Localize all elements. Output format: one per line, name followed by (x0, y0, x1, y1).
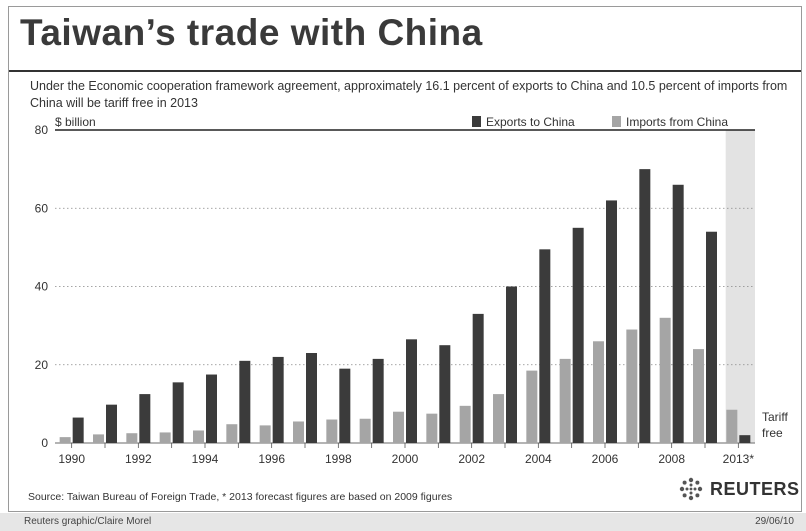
bar-imports (659, 317, 671, 443)
bar-exports (506, 286, 517, 443)
x-tick-label: 2002 (458, 452, 485, 466)
y-axis: 0 20 40 60 80 (35, 123, 49, 450)
bar-exports (572, 227, 584, 443)
y-tick-label: 20 (35, 358, 49, 372)
bar-imports (326, 419, 338, 443)
y-tick-label: 80 (35, 123, 49, 137)
bars (59, 169, 751, 443)
x-tick-label: 1996 (258, 452, 285, 466)
tariff-free-annotation: Tariff free (762, 410, 788, 440)
y-axis-label: $ billion (55, 115, 96, 129)
bar-exports (139, 394, 151, 443)
title-divider (9, 70, 801, 72)
legend: Exports to China Imports from China (472, 115, 728, 129)
bar-imports (226, 424, 238, 443)
bar-imports (193, 430, 204, 443)
legend-label: Imports from China (626, 115, 728, 129)
bar-exports (206, 374, 217, 443)
bar-exports (706, 231, 717, 443)
bar-imports (493, 394, 504, 443)
y-tick-label: 60 (35, 201, 49, 215)
footer-bar: Reuters graphic/Claire Morel 29/06/10 (0, 513, 806, 531)
bar-imports (159, 432, 171, 443)
bar-imports (426, 413, 438, 443)
x-tick-label: 1994 (192, 452, 219, 466)
brand-name: REUTERS (710, 478, 800, 499)
bar-exports (172, 382, 184, 443)
bar-exports (372, 358, 384, 443)
x-tick-label: 1990 (58, 452, 85, 466)
bar-exports (339, 368, 351, 443)
publish-date: 29/06/10 (755, 516, 794, 527)
bar-imports (559, 358, 571, 443)
x-tick-label: 2000 (392, 452, 419, 466)
bar-imports (693, 349, 704, 443)
bar-exports (672, 184, 684, 443)
x-axis: 1990 1992 1994 1996 1998 2000 2002 2004 2006 2008… (58, 443, 754, 466)
bar-exports (472, 313, 484, 443)
bar-exports (239, 360, 251, 443)
bar-exports (439, 345, 451, 443)
bar-exports (639, 169, 651, 443)
bar-imports (259, 425, 271, 443)
bar-imports (293, 421, 304, 443)
x-tick-label: 2013* (723, 452, 755, 466)
bar-imports (593, 341, 604, 443)
y-tick-label: 0 (41, 436, 48, 450)
bar-imports (93, 434, 104, 443)
y-tick-label: 40 (35, 280, 49, 294)
bar-exports (72, 417, 84, 443)
bar-exports (606, 200, 617, 443)
x-tick-label: 2004 (525, 452, 552, 466)
bar-imports (59, 437, 71, 443)
reuters-logo: REUTERS (678, 476, 800, 502)
x-tick-label: 1992 (125, 452, 152, 466)
bar-exports (272, 356, 284, 443)
legend-swatch (612, 116, 621, 127)
reuters-dot-icon (679, 477, 703, 501)
bar-imports (126, 433, 138, 443)
source-note: Source: Taiwan Bureau of Foreign Trade, … (28, 491, 453, 503)
graphic-credit: Reuters graphic/Claire Morel (24, 516, 152, 527)
legend-swatch (472, 116, 481, 127)
x-tick-label: 1998 (325, 452, 352, 466)
bar-imports (393, 411, 404, 443)
chart-subtitle: Under the Economic cooperation framework… (30, 79, 788, 110)
bar-imports (726, 409, 738, 443)
bar-exports (539, 249, 551, 443)
bar-exports (739, 435, 751, 443)
chart-title: Taiwan’s trade with China (20, 12, 483, 53)
bar-imports (626, 329, 638, 443)
bar-exports (106, 404, 117, 443)
x-tick-label: 2008 (658, 452, 685, 466)
legend-label: Exports to China (486, 115, 575, 129)
bar-exports (306, 353, 317, 443)
x-tick-label: 2006 (592, 452, 619, 466)
bar-imports (526, 370, 538, 443)
bar-imports (459, 405, 471, 443)
bar-exports (406, 339, 417, 443)
bar-imports (359, 418, 371, 443)
